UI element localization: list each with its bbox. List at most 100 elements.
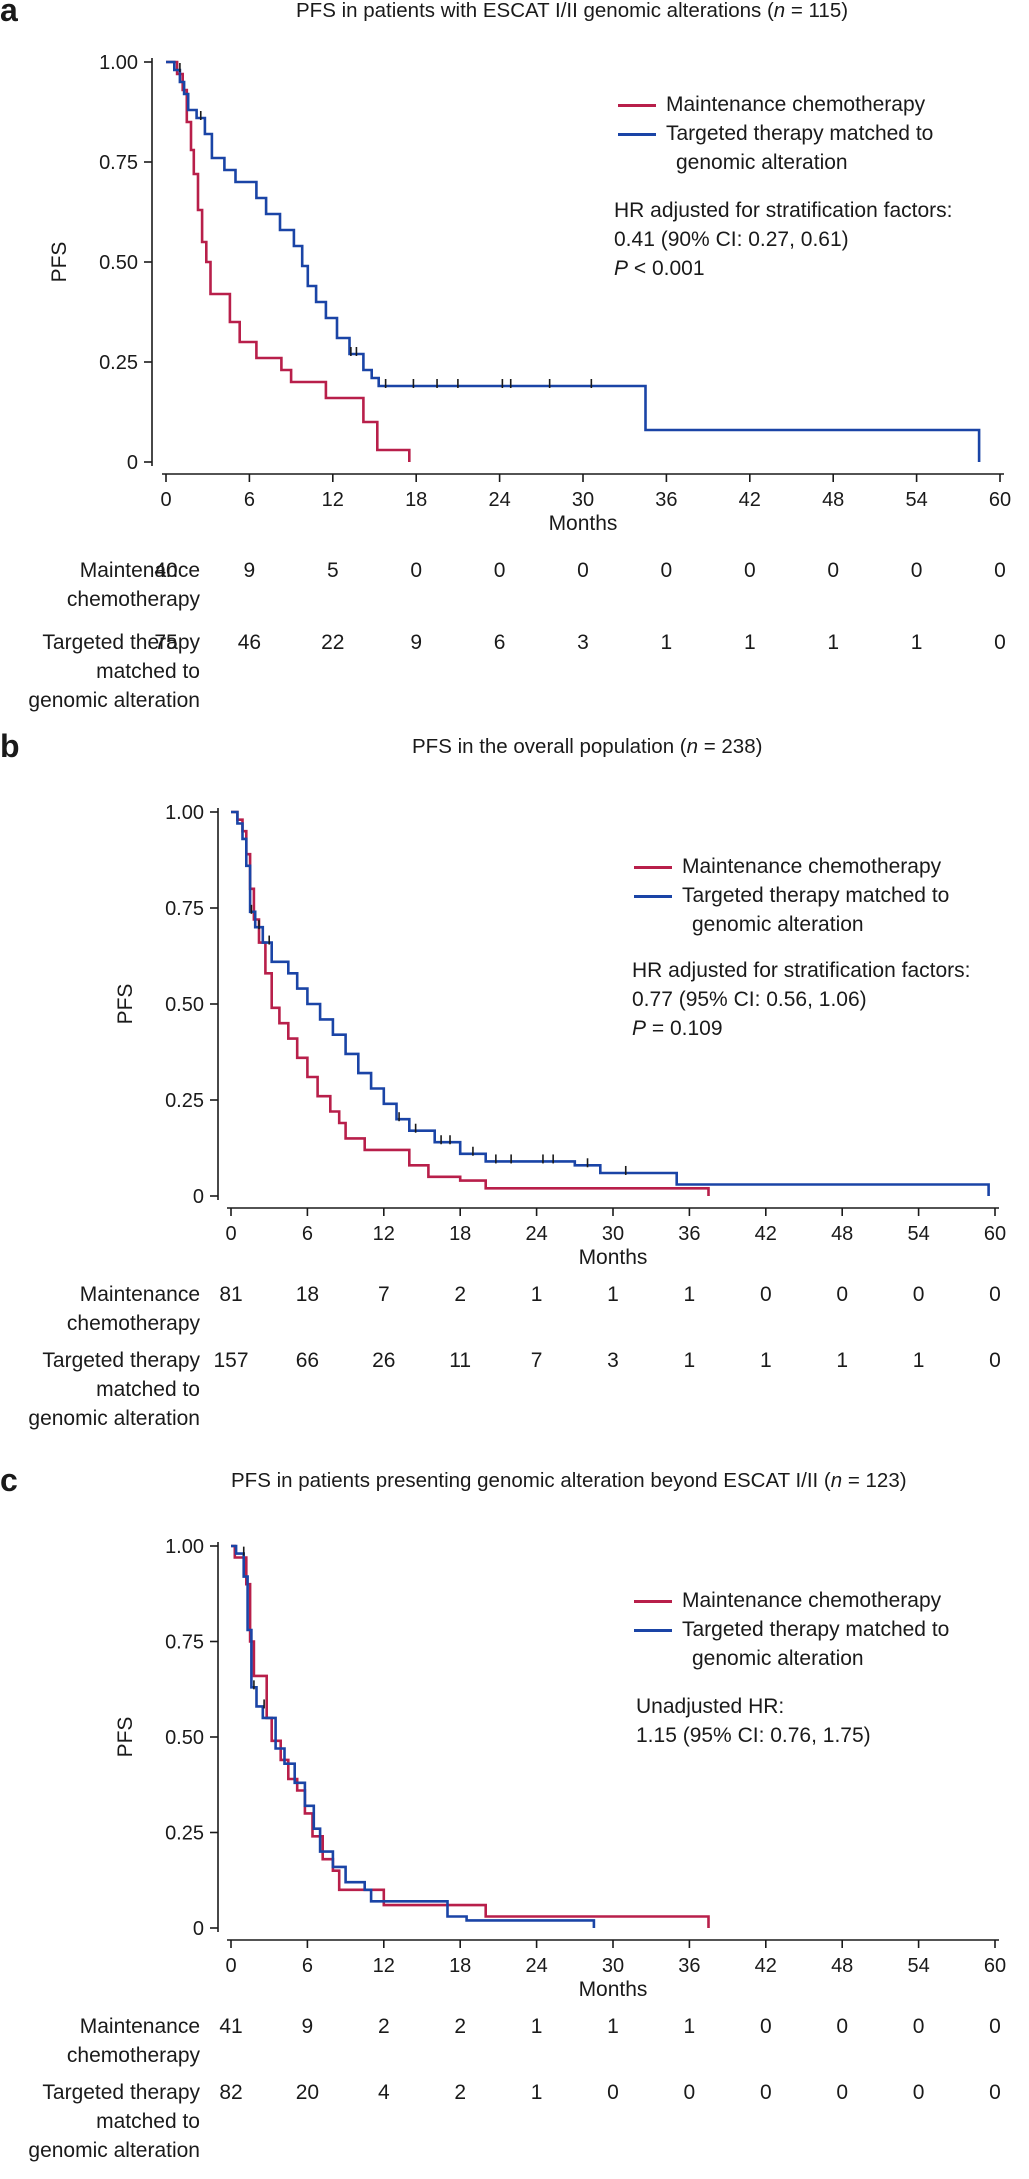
risk-row-label: Targeted therapy matched to genomic alte…	[28, 2081, 200, 2162]
series-line-targeted	[166, 60, 981, 462]
risk-count: 0	[660, 559, 673, 582]
y-tick-label: 1.00	[165, 802, 204, 824]
y-tick-label: 1.00	[99, 52, 138, 74]
y-tick-label: 0.75	[165, 1632, 204, 1654]
legend-swatch-chemo	[634, 1600, 672, 1603]
risk-count: 0	[759, 2015, 772, 2038]
x-tick-label: 30	[572, 489, 594, 511]
risk-count: 2	[454, 2081, 467, 2104]
legend-swatch-chemo	[634, 866, 672, 869]
chart-title: PFS in the overall population (n = 238)	[412, 735, 763, 758]
risk-count: 26	[372, 1349, 396, 1372]
hr-line-1: Unadjusted HR:	[636, 1695, 785, 1718]
y-axis-label: PFS	[114, 1717, 137, 1758]
x-tick-label: 12	[373, 1955, 395, 1977]
chart-title: PFS in patients presenting genomic alter…	[231, 1469, 907, 1492]
risk-count: 0	[836, 2015, 849, 2038]
risk-count: 0	[989, 1349, 1001, 1372]
risk-count: 0	[912, 1283, 925, 1306]
x-axis-label: Months	[549, 512, 618, 535]
x-tick-label: 60	[984, 1955, 1006, 1977]
risk-count: 0	[759, 2081, 772, 2104]
risk-count: 20	[295, 2081, 320, 2104]
y-tick-label: 0.75	[99, 152, 138, 174]
y-tick-label: 0.50	[165, 994, 204, 1016]
risk-count: 1	[530, 2081, 543, 2104]
x-tick-label: 24	[525, 1223, 547, 1245]
risk-count: 6	[493, 631, 506, 654]
legend-item-chemo: Maintenance chemotherapy	[634, 852, 949, 881]
risk-count: 22	[321, 631, 345, 654]
panel-letter-c: c	[0, 1462, 18, 1498]
risk-count: 75	[154, 631, 178, 654]
hr-line-1: HR adjusted for stratification factors:	[614, 199, 953, 222]
risk-count: 9	[410, 631, 423, 654]
hr-line-2: 1.15 (95% CI: 0.76, 1.75)	[636, 1724, 871, 1747]
hr-line-2: 0.77 (95% CI: 0.56, 1.06)	[632, 988, 867, 1011]
risk-row-label: Maintenance chemotherapy	[66, 559, 200, 611]
series-line-targeted	[231, 1544, 596, 1928]
x-tick-label: 60	[989, 489, 1011, 511]
risk-row-label: Targeted therapy matched to genomic alte…	[28, 1349, 200, 1430]
risk-count: 1	[743, 631, 756, 654]
risk-count: 81	[219, 1283, 243, 1306]
risk-count: 1	[683, 1283, 696, 1306]
y-axis-label: PFS	[114, 984, 137, 1025]
x-tick-label: 0	[225, 1955, 236, 1977]
series-line-chemo	[166, 60, 411, 462]
y-tick-label: 0	[193, 1918, 204, 1940]
risk-count: 9	[243, 559, 256, 582]
km-plot-a: 0 0.25 0.50 0.75 1.00 0 6 12 18 24 30 36 42 48 54 60 Mon…	[48, 52, 1011, 535]
risk-count: 0	[994, 631, 1006, 654]
series-line-chemo	[231, 1544, 710, 1928]
hr-line-1: HR adjusted for stratification factors:	[632, 959, 971, 982]
x-tick-label: 30	[602, 1955, 624, 1977]
panel-b: b PFS in the overall population (n = 238…	[0, 728, 1029, 1458]
risk-count: 5	[326, 559, 339, 582]
x-tick-label: 36	[655, 489, 677, 511]
chart-title: PFS in patients with ESCAT I/II genomic …	[296, 0, 849, 22]
x-tick-label: 54	[905, 489, 927, 511]
legend: Maintenance chemotherapy Targeted therap…	[634, 1586, 949, 1673]
risk-count: 0	[836, 2081, 849, 2104]
risk-count: 1	[607, 1283, 619, 1306]
x-tick-label: 18	[449, 1955, 471, 1977]
x-tick-label: 18	[405, 489, 427, 511]
risk-count: 1	[530, 1283, 543, 1306]
y-tick-label: 0.25	[165, 1823, 204, 1845]
risk-count: 1	[912, 1349, 925, 1372]
legend-item-targeted: Targeted therapy matched to	[634, 1615, 949, 1644]
x-tick-label: 60	[984, 1223, 1006, 1245]
risk-count: 40	[154, 559, 178, 582]
x-tick-label: 42	[739, 489, 761, 511]
risk-count: 1	[910, 631, 923, 654]
risk-count: 0	[683, 2081, 696, 2104]
x-tick-label: 6	[244, 489, 255, 511]
risk-count: 0	[836, 1283, 849, 1306]
risk-count: 1	[836, 1349, 849, 1372]
legend: Maintenance chemotherapy Targeted therap…	[634, 852, 949, 939]
risk-count: 1	[660, 631, 673, 654]
risk-row-label: Maintenance chemotherapy	[66, 2015, 200, 2067]
risk-count: 0	[577, 559, 589, 582]
hazard-ratio-annotation: HR adjusted for stratification factors: …	[632, 956, 970, 1043]
risk-count: 82	[219, 2081, 243, 2104]
x-tick-label: 42	[755, 1955, 777, 1977]
risk-count: 2	[454, 1283, 467, 1306]
panel-c: c PFS in patients presenting genomic alt…	[0, 1462, 1029, 2179]
hr-line-2: 0.41 (90% CI: 0.27, 0.61)	[614, 228, 849, 251]
legend-swatch-targeted	[634, 895, 672, 898]
risk-count: 1	[607, 2015, 619, 2038]
x-tick-label: 48	[822, 489, 844, 511]
risk-count: 0	[994, 559, 1006, 582]
risk-count: 1	[683, 2015, 696, 2038]
hazard-ratio-annotation: Unadjusted HR: 1.15 (95% CI: 0.76, 1.75)	[636, 1692, 871, 1750]
legend: Maintenance chemotherapy Targeted therap…	[618, 90, 933, 177]
risk-row-label: Maintenance chemotherapy	[66, 1283, 200, 1335]
risk-count: 7	[530, 1349, 543, 1372]
km-plot-b: 0 0.25 0.50 0.75 1.00 0 6 12 18 24 30 36 42 48 54 60 Mon…	[114, 802, 1006, 1269]
risk-count: 41	[219, 2015, 243, 2038]
risk-count: 46	[237, 631, 262, 654]
panel-a: a PFS in patients with ESCAT I/II genomi…	[0, 0, 1029, 730]
risk-count: 7	[377, 1283, 390, 1306]
